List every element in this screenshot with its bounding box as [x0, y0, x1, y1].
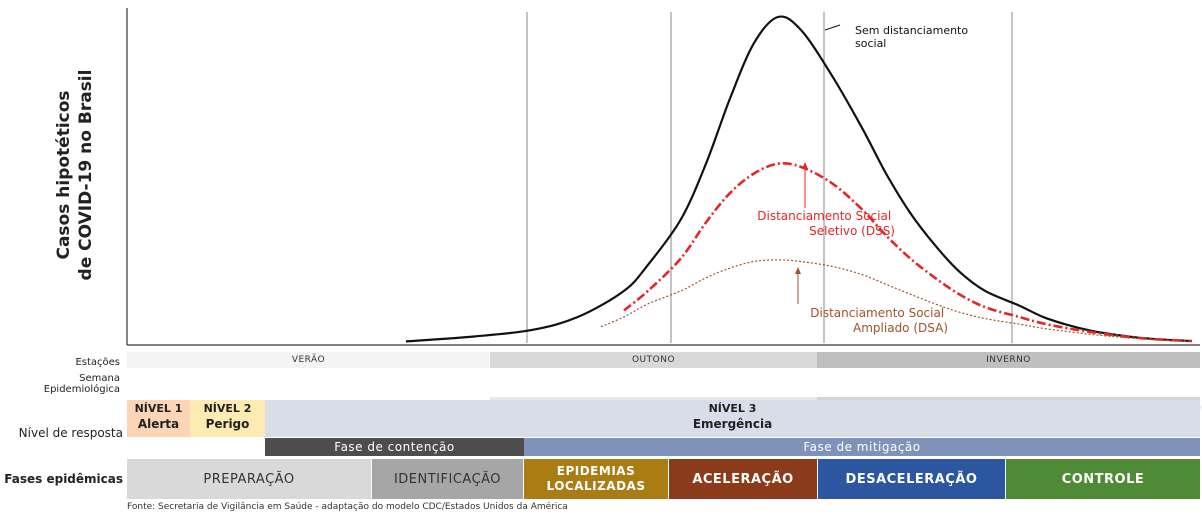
- season-autumn: OUTONO: [490, 352, 817, 368]
- series-no-distancing-line: [405, 15, 1193, 343]
- response-level-1: NÍVEL 1 Alerta: [127, 400, 190, 437]
- annotation-dss-line-1: Distanciamento Social: [757, 209, 891, 223]
- row-label-week-line-2: Epidemiológica: [43, 384, 120, 395]
- phase-mitigation: Fase de mitigação: [524, 438, 1200, 456]
- svg-text:Distanciamento Social Am: Distanciamento Social Ampliado (DSA): [810, 306, 948, 335]
- row-label-response: Nível de resposta: [18, 426, 123, 440]
- source-note: Fonte: Secretaria de Vigilância em Saúde…: [127, 502, 568, 512]
- epidemic-phase-deceleration: DESACELERAÇÃO: [818, 459, 1005, 499]
- annotation-dss: Distanciamento Social Seletivo (DSS): [757, 162, 895, 238]
- y-axis-label-line-2: de COVID-19 no Brasil: [76, 70, 96, 281]
- annotation-dss-line-2: Seletivo (DSS): [809, 224, 895, 238]
- annotation-dsa-line-2: Ampliado (DSA): [853, 321, 948, 335]
- y-axis-label-line-1: Casos hipotéticos: [54, 90, 74, 259]
- annotation-dsa-line-1: Distanciamento Social: [810, 306, 944, 320]
- response-level-3: NÍVEL 3 Emergência: [265, 400, 1200, 437]
- phase-containment: Fase de contenção: [265, 438, 524, 456]
- season-summer: VERÃO: [127, 352, 490, 368]
- svg-text:Sem distanciamento socia: Sem distanciamento social: [855, 24, 972, 50]
- response-level-2: NÍVEL 2 Perigo: [190, 400, 265, 437]
- response-level-1-subtitle: Alerta: [137, 417, 180, 431]
- week-band-1: [127, 370, 490, 397]
- annotation-dsa: Distanciamento Social Ampliado (DSA): [795, 267, 948, 335]
- epidemic-phase-identification: IDENTIFICAÇÃO: [372, 459, 523, 499]
- series-dss-line: [623, 161, 1193, 343]
- series-dsa-line: [600, 259, 1193, 342]
- response-level-3-title: NÍVEL 3: [708, 402, 757, 415]
- annotation-no-distancing: Sem distanciamento social: [824, 24, 972, 50]
- row-label-week: Semana Epidemiológica: [20, 373, 120, 395]
- epidemic-phase-acceleration: ACELERAÇÃO: [669, 459, 817, 499]
- row-label-week-line-1: Semana: [79, 373, 120, 384]
- response-level-2-title: NÍVEL 2: [203, 402, 252, 415]
- epidemic-phase-localized: EPIDEMIAS LOCALIZADAS: [524, 459, 668, 499]
- svg-text:Distanciamento Social Se: Distanciamento Social Seletivo (DSS): [757, 209, 895, 238]
- y-axis-label: Casos hipotéticos de COVID-19 no Brasil: [54, 70, 96, 281]
- epidemic-phase-preparation: PREPARAÇÃO: [127, 459, 371, 499]
- row-label-seasons: Estações: [75, 357, 120, 368]
- annotation-no-distancing-line-1: Sem distanciamento: [855, 24, 968, 37]
- response-level-1-title: NÍVEL 1: [134, 402, 183, 415]
- season-winter: INVERNO: [817, 352, 1200, 368]
- epidemic-phase-localized-line-1: EPIDEMIAS: [556, 464, 636, 478]
- row-label-phases: Fases epidêmicas: [4, 472, 123, 486]
- epidemic-curve-plot: Sem distanciamento social Distanciamento…: [126, 8, 1200, 346]
- epidemic-phase-localized-line-2: LOCALIZADAS: [546, 479, 646, 493]
- annotation-no-distancing-line-2: social: [855, 37, 886, 50]
- response-level-2-subtitle: Perigo: [205, 417, 250, 431]
- epidemic-phase-control: CONTROLE: [1006, 459, 1200, 499]
- response-level-3-subtitle: Emergência: [692, 417, 773, 431]
